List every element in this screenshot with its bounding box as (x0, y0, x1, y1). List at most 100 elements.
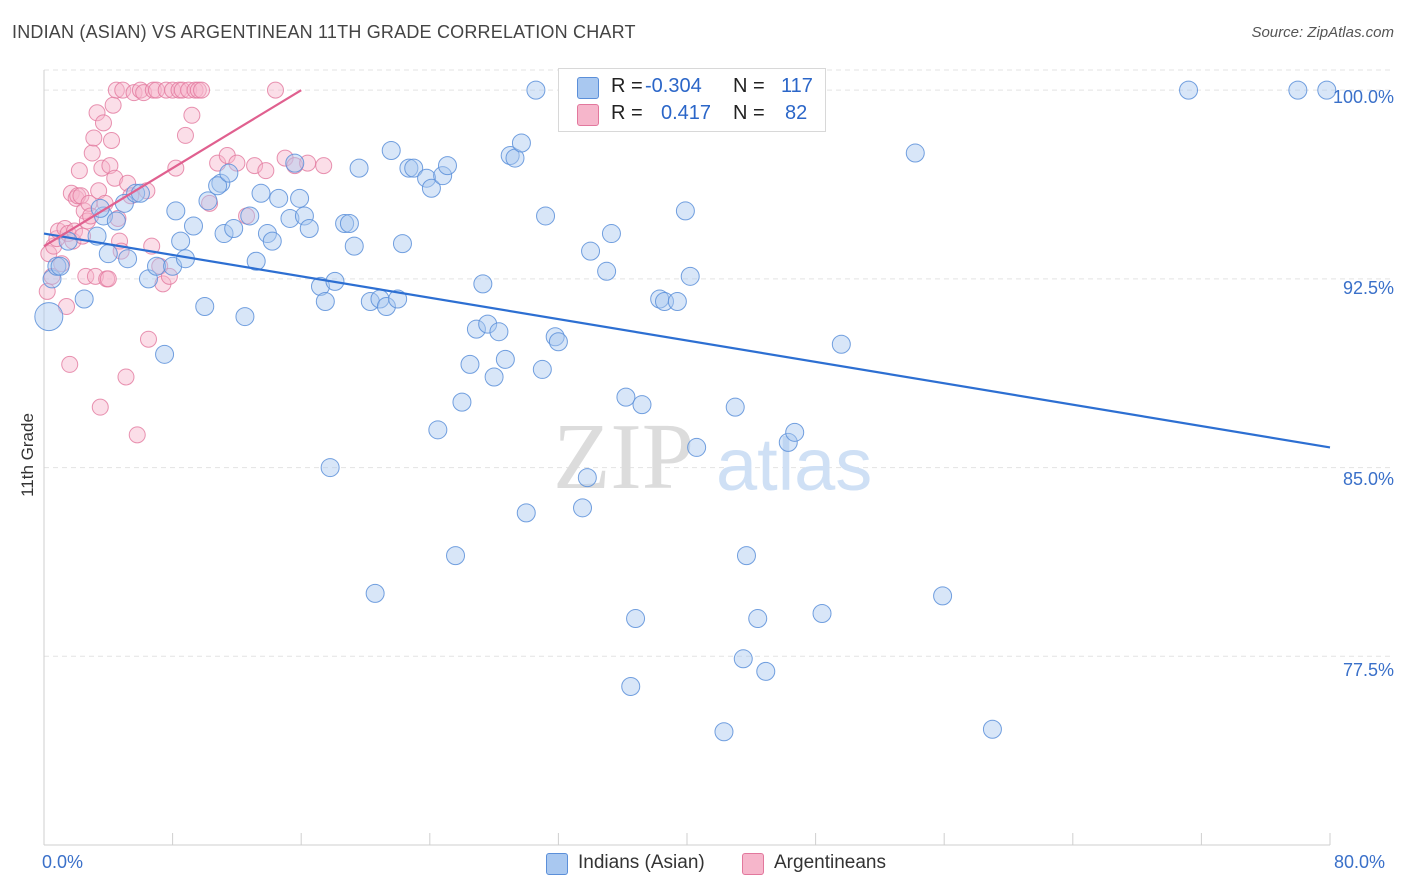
indians-point (511, 133, 531, 153)
indians-point (500, 146, 520, 166)
argentineans-point (286, 157, 304, 175)
indians-point (219, 163, 239, 183)
legend-r-value: -0.304 (645, 75, 702, 97)
indians-point (214, 224, 234, 244)
indians-point (785, 422, 805, 442)
indians-point (687, 437, 707, 457)
indians-point (778, 432, 798, 452)
indians-point (240, 206, 260, 226)
indians-point (90, 198, 110, 218)
indians-point (478, 314, 498, 334)
indians-point (208, 176, 228, 196)
indians-point (597, 261, 617, 281)
indians-point (171, 231, 191, 251)
argentineans-points (38, 81, 333, 444)
indians-point (339, 213, 359, 233)
argentineans-point (99, 270, 117, 288)
indians-point (421, 178, 441, 198)
indians-point (495, 349, 515, 369)
indians-point (195, 297, 215, 317)
argentineans-trend-line (43, 89, 302, 248)
argentineans-point (135, 84, 153, 102)
indians-point (601, 224, 621, 244)
legend-n-label: N = (733, 75, 765, 97)
indians-point (251, 183, 271, 203)
indians-point (262, 231, 282, 251)
indians-point (484, 367, 504, 387)
indians-point (224, 219, 244, 239)
argentineans-point (61, 355, 79, 373)
indians-point (246, 251, 266, 271)
y-tick-77-5: 77.5% (1342, 660, 1394, 680)
indians-point (388, 289, 408, 309)
indians-point (536, 206, 556, 226)
legend-label-argentineans: Argentineans (774, 852, 886, 873)
indians-point (831, 334, 851, 354)
indians-point (399, 158, 419, 178)
indians-point (516, 503, 536, 523)
indians-point (437, 156, 457, 176)
argentineans-point (117, 368, 135, 386)
indians-point (118, 249, 138, 269)
indians-point (34, 302, 64, 332)
argentineans-point (85, 129, 103, 147)
indians-point (933, 586, 953, 606)
indians-point (404, 158, 424, 178)
argentineans-point (193, 81, 211, 99)
indians-trend-line (43, 232, 1331, 449)
indians-point (446, 546, 466, 566)
indians-point (526, 80, 546, 100)
indians-point (235, 307, 255, 327)
indians-point (74, 289, 94, 309)
y-tick-85: 85.0% (1342, 469, 1394, 489)
indians-point (667, 291, 687, 311)
argentineans-point (183, 106, 201, 124)
watermark-zip: ZIP (553, 405, 694, 509)
argentineans-point (119, 174, 137, 192)
argentineans-point (228, 154, 246, 172)
indians-point (365, 583, 385, 603)
argentineans-point (83, 144, 101, 162)
indians-point (198, 191, 218, 211)
legend-label-indians: Indians (Asian) (578, 852, 705, 873)
legend-n-value: 117 (781, 75, 813, 97)
indians-point (748, 609, 768, 629)
argentineans-point (257, 162, 275, 180)
argentineans-point (101, 157, 119, 175)
indians-point (211, 173, 231, 193)
x-tick-max: 80.0% (1334, 852, 1386, 872)
indians-point (545, 327, 565, 347)
indians-point (299, 219, 319, 239)
indians-point (680, 266, 700, 286)
argentineans-point (86, 267, 104, 285)
indians-point (532, 359, 552, 379)
argentineans-point (114, 81, 132, 99)
argentineans-point (139, 330, 157, 348)
indians-point (573, 498, 593, 518)
indians-point (98, 244, 118, 264)
legend-n-label: N = (733, 102, 765, 124)
indians-point (155, 344, 175, 364)
indians-point (736, 546, 756, 566)
indians-point (1179, 80, 1199, 100)
indians-point (489, 322, 509, 342)
chart-title: INDIAN (ASIAN) VS ARGENTINEAN 11TH GRADE… (12, 22, 636, 42)
indians-point (466, 319, 486, 339)
argentineans-point (103, 131, 121, 149)
legend-r-label: R = (611, 102, 643, 124)
indians-point (812, 604, 832, 624)
indians-point (1288, 80, 1308, 100)
legend-r-value: 0.417 (661, 102, 712, 124)
argentineans-point (106, 169, 124, 187)
argentineans-point (43, 267, 61, 285)
indians-point (320, 458, 340, 478)
correlation-legend: R = -0.304 N = 117 R = 0.417 N = 82 (558, 68, 826, 132)
legend-swatch-pink (742, 853, 764, 875)
indians-point (417, 168, 437, 188)
indians-point (381, 141, 401, 161)
legend-swatch-pink (577, 104, 599, 126)
indians-point (548, 332, 568, 352)
argentineans-point (266, 81, 284, 99)
watermark-atlas: atlas (716, 423, 872, 506)
argentineans-point (91, 398, 109, 416)
